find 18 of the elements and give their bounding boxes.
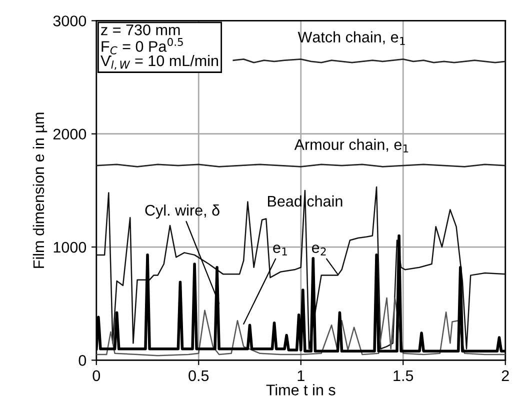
- y-tick-label: 3000: [53, 16, 86, 26]
- x-tick-label: 1: [298, 370, 304, 381]
- x-tick-label: 2: [502, 370, 509, 381]
- x-axis-title: Time t in s: [266, 384, 336, 396]
- y-tick-label: 1000: [54, 242, 86, 253]
- y-tick-label: 0: [78, 355, 86, 366]
- annotation: Bead chain: [268, 195, 342, 207]
- y-axis-title: Film dimension e in µm: [32, 112, 48, 268]
- annotation: e$_{2}$: [312, 244, 326, 256]
- x-tick-label: 1.5: [394, 370, 414, 382]
- annotation: Armour chain, e$_{1}$: [294, 138, 408, 152]
- annotation: e$_{1}$: [273, 244, 287, 256]
- x-tick-label: 0: [92, 370, 100, 382]
- annotation: Cyl. wire, δ: [145, 204, 220, 219]
- y-tick-label: 2000: [53, 128, 86, 140]
- text: z = 730 mm F$_{C}$ = 0 Pa$^{0.5}$ V̇$_{l,W}$ = 10 mL/min: [100, 24, 218, 70]
- x-tick-label: 0.5: [188, 370, 209, 382]
- annotation: Watch chain, e$_{1}$: [298, 31, 405, 45]
